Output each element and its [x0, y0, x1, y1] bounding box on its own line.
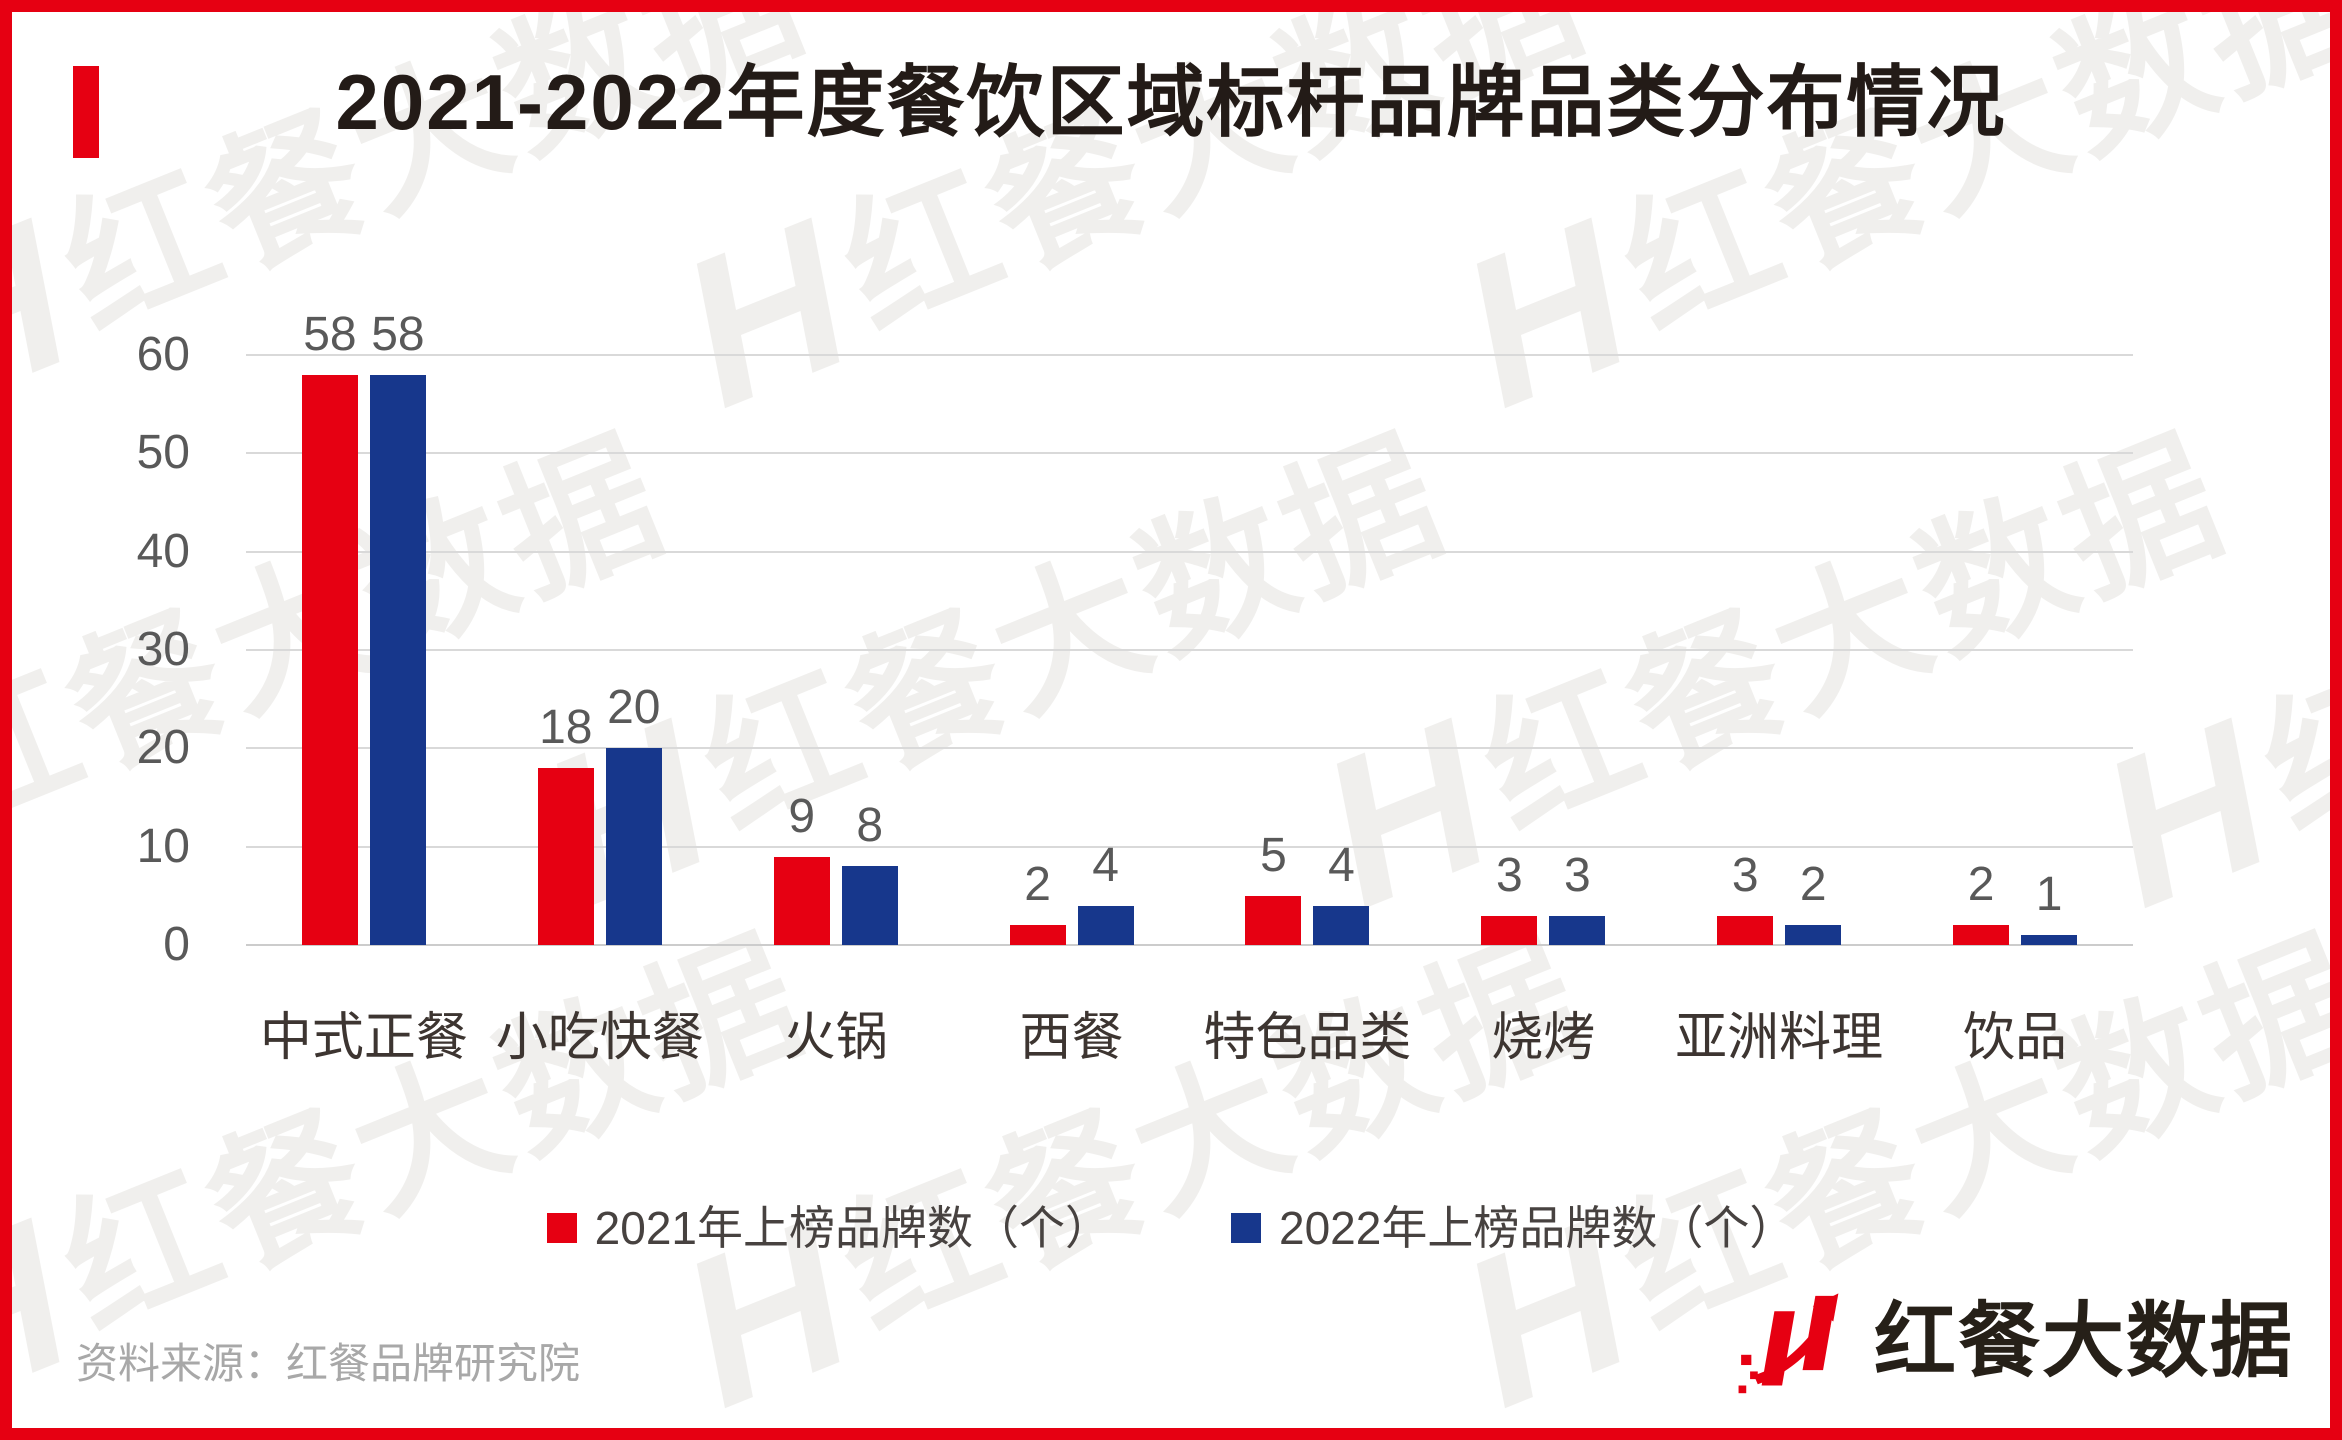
bar-series1-小吃快餐	[605, 748, 662, 945]
bar-series0-亚洲料理	[1717, 915, 1774, 945]
y-gridline-20	[246, 747, 2133, 750]
y-gridline-30	[246, 649, 2133, 651]
header: 2021-2022年度餐饮区域标杆品牌品类分布情况	[0, 52, 2342, 158]
bar-series0-饮品	[1953, 925, 2010, 945]
x-category-label-特色品类: 特色品类	[1203, 1009, 1412, 1067]
x-category-label-中式正餐: 中式正餐	[259, 1009, 468, 1067]
bar-series1-饮品	[2021, 935, 2078, 945]
x-category-label-西餐: 西餐	[1019, 1009, 1124, 1067]
value-label-series0-中式正餐: 58	[303, 307, 357, 361]
legend-item-2021: 2021年上榜品牌数（个）	[546, 1202, 1111, 1254]
bar-series1-亚洲料理	[1785, 925, 1842, 945]
value-label-series1-火锅: 8	[856, 799, 884, 853]
y-tick-label-50: 50	[136, 426, 190, 480]
value-label-series1-西餐: 4	[1092, 838, 1119, 892]
bar-series0-中式正餐	[301, 374, 358, 945]
brand-logo-text: 红餐大数据	[1873, 1296, 2294, 1387]
bar-series1-西餐	[1077, 905, 1134, 945]
bar-series0-烧烤	[1481, 915, 1538, 945]
legend-label-2021: 2021年上榜品牌数（个）	[594, 1202, 1111, 1254]
legend: 2021年上榜品牌数（个） 2022年上榜品牌数（个）	[0, 1205, 2342, 1251]
bar-series1-火锅	[841, 866, 898, 945]
value-label-series1-特色品类: 4	[1328, 838, 1355, 892]
value-label-series1-小吃快餐: 20	[607, 681, 661, 735]
bar-series1-特色品类	[1313, 905, 1370, 945]
legend-swatch-2022	[1231, 1213, 1261, 1243]
source-note: 资料来源：红餐品牌研究院	[76, 1340, 581, 1387]
bar-series0-西餐	[1009, 925, 1066, 945]
value-label-series1-亚洲料理: 2	[1799, 858, 1827, 912]
y-gridline-10	[246, 845, 2133, 848]
value-label-series0-西餐: 2	[1024, 858, 1051, 912]
y-gridline-50	[246, 452, 2133, 455]
bar-series0-小吃快餐	[537, 768, 594, 945]
value-label-series1-烧烤: 3	[1563, 848, 1591, 902]
legend-item-2022: 2022年上榜品牌数（个）	[1231, 1205, 1795, 1251]
brand-logo-icon	[1738, 1293, 1839, 1394]
value-label-series0-火锅: 9	[788, 789, 816, 843]
bar-series1-烧烤	[1549, 915, 1606, 945]
bar-series0-特色品类	[1245, 895, 1302, 945]
value-label-series1-中式正餐: 58	[371, 307, 425, 361]
y-gridline-40	[246, 550, 2133, 553]
value-label-series0-饮品: 2	[1967, 858, 1995, 912]
legend-swatch-2021	[546, 1213, 577, 1243]
bar-series1-中式正餐	[369, 374, 426, 945]
y-tick-label-10: 10	[136, 819, 190, 873]
y-tick-label-30: 30	[136, 623, 190, 676]
x-category-label-烧烤: 烧烤	[1491, 1009, 1596, 1067]
title-accent-bar	[73, 66, 99, 158]
y-tick-label-20: 20	[136, 721, 190, 775]
bar-series0-火锅	[773, 856, 830, 945]
legend-label-2022: 2022年上榜品牌数（个）	[1279, 1202, 1796, 1254]
value-label-series0-特色品类: 5	[1260, 828, 1287, 882]
y-tick-label-0: 0	[163, 918, 190, 971]
value-label-series1-饮品: 1	[2035, 868, 2063, 922]
value-label-series0-亚洲料理: 3	[1731, 848, 1759, 902]
x-category-label-饮品: 饮品	[1963, 1009, 2068, 1067]
value-label-series0-小吃快餐: 18	[539, 701, 593, 754]
y-gridline-0	[246, 944, 2133, 946]
chart-title: 2021-2022年度餐饮区域标杆品牌品类分布情况	[335, 58, 2007, 146]
y-gridline-60	[246, 354, 2133, 356]
x-category-label-小吃快餐: 小吃快餐	[495, 1009, 704, 1067]
brand-logo: 红餐大数据	[1736, 1278, 2294, 1406]
value-label-series0-烧烤: 3	[1495, 848, 1523, 902]
y-tick-label-60: 60	[136, 328, 190, 381]
x-category-label-火锅: 火锅	[783, 1009, 888, 1067]
y-tick-label-40: 40	[136, 524, 190, 578]
x-category-label-亚洲料理: 亚洲料理	[1675, 1009, 1884, 1067]
